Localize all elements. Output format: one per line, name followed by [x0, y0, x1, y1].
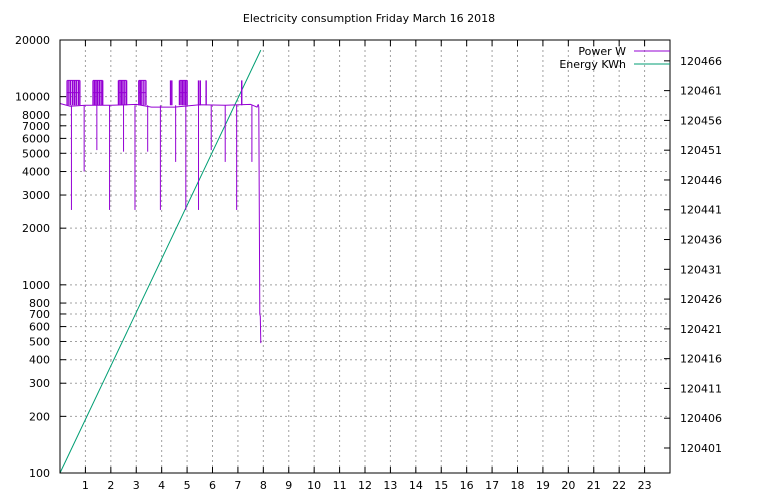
y-axis-right-labels: 120401 120406 120411 120416 120421 120426 1204…	[680, 55, 722, 455]
y-left-tick-label: 20000	[15, 34, 50, 47]
y-right-tick-label: 120401	[680, 442, 722, 455]
x-tick-label: 4	[158, 479, 165, 492]
y-right-tick-label: 120466	[680, 55, 722, 68]
x-tick-label: 15	[434, 479, 448, 492]
y-left-tick-label: 100	[29, 467, 50, 480]
x-tick-label: 10	[307, 479, 321, 492]
y-right-tick-label: 120421	[680, 323, 722, 336]
power-tail	[257, 104, 262, 344]
y-left-tick-label: 800	[29, 297, 50, 310]
x-tick-label: 14	[409, 479, 423, 492]
y-right-tick-label: 120451	[680, 144, 722, 157]
y-left-tick-label: 600	[29, 321, 50, 334]
x-tick-label: 6	[209, 479, 216, 492]
x-tick-label: 5	[184, 479, 191, 492]
legend: Power W Energy KWh	[559, 45, 670, 71]
y-right-tick-label: 120461	[680, 85, 722, 98]
x-tick-label: 1	[82, 479, 89, 492]
x-tick-label: 7	[234, 479, 241, 492]
y-right-tick-label: 120431	[680, 263, 722, 276]
y-left-tick-label: 5000	[22, 147, 50, 160]
y-right-tick-label: 120416	[680, 353, 722, 366]
y-left-tick-label: 3000	[22, 189, 50, 202]
legend-label-power: Power W	[578, 45, 626, 58]
y-left-tick-label: 4000	[22, 166, 50, 179]
x-tick-label: 16	[460, 479, 474, 492]
y-left-tick-label: 400	[29, 354, 50, 367]
x-tick-label: 23	[638, 479, 652, 492]
y-right-tick-label: 120441	[680, 204, 722, 217]
x-tick-label: 3	[133, 479, 140, 492]
axis-ticks	[60, 39, 670, 474]
y-right-tick-label: 120436	[680, 234, 722, 247]
x-tick-label: 20	[561, 479, 575, 492]
grid-lines	[60, 40, 670, 473]
y-left-tick-label: 500	[29, 335, 50, 348]
x-tick-label: 18	[511, 479, 525, 492]
y-left-tick-label: 700	[29, 308, 50, 321]
legend-label-energy: Energy KWh	[559, 58, 626, 71]
x-tick-label: 2	[107, 479, 114, 492]
y-right-tick-label: 120456	[680, 114, 722, 127]
y-right-tick-label: 120426	[680, 293, 722, 306]
x-tick-label: 19	[536, 479, 550, 492]
chart-title: Electricity consumption Friday March 16 …	[243, 12, 495, 25]
x-tick-label: 8	[260, 479, 267, 492]
y-left-tick-label: 6000	[22, 132, 50, 145]
x-tick-label: 21	[587, 479, 601, 492]
y-left-tick-label: 300	[29, 377, 50, 390]
y-right-tick-label: 120446	[680, 174, 722, 187]
y-left-tick-label: 7000	[22, 120, 50, 133]
x-tick-label: 13	[383, 479, 397, 492]
x-tick-label: 9	[285, 479, 292, 492]
y-left-tick-label: 8000	[22, 109, 50, 122]
series-layer	[59, 49, 262, 474]
series-power-w	[59, 79, 262, 344]
x-tick-label: 11	[333, 479, 347, 492]
power-baseline	[59, 103, 259, 108]
x-tick-label: 17	[485, 479, 499, 492]
y-right-tick-label: 120406	[680, 412, 722, 425]
y-left-tick-label: 1000	[22, 279, 50, 292]
series-energy-kwh	[59, 49, 262, 474]
y-left-tick-label: 200	[29, 410, 50, 423]
x-tick-label: 22	[612, 479, 626, 492]
x-tick-label: 12	[358, 479, 372, 492]
x-axis-labels: 1 2 3 4 5 6 7 8 9 10 11 12 13 14 15 16 17 18 19 20 21 22 23	[82, 479, 652, 492]
y-right-tick-label: 120411	[680, 382, 722, 395]
y-left-tick-label: 10000	[15, 91, 50, 104]
y-left-tick-label: 2000	[22, 222, 50, 235]
